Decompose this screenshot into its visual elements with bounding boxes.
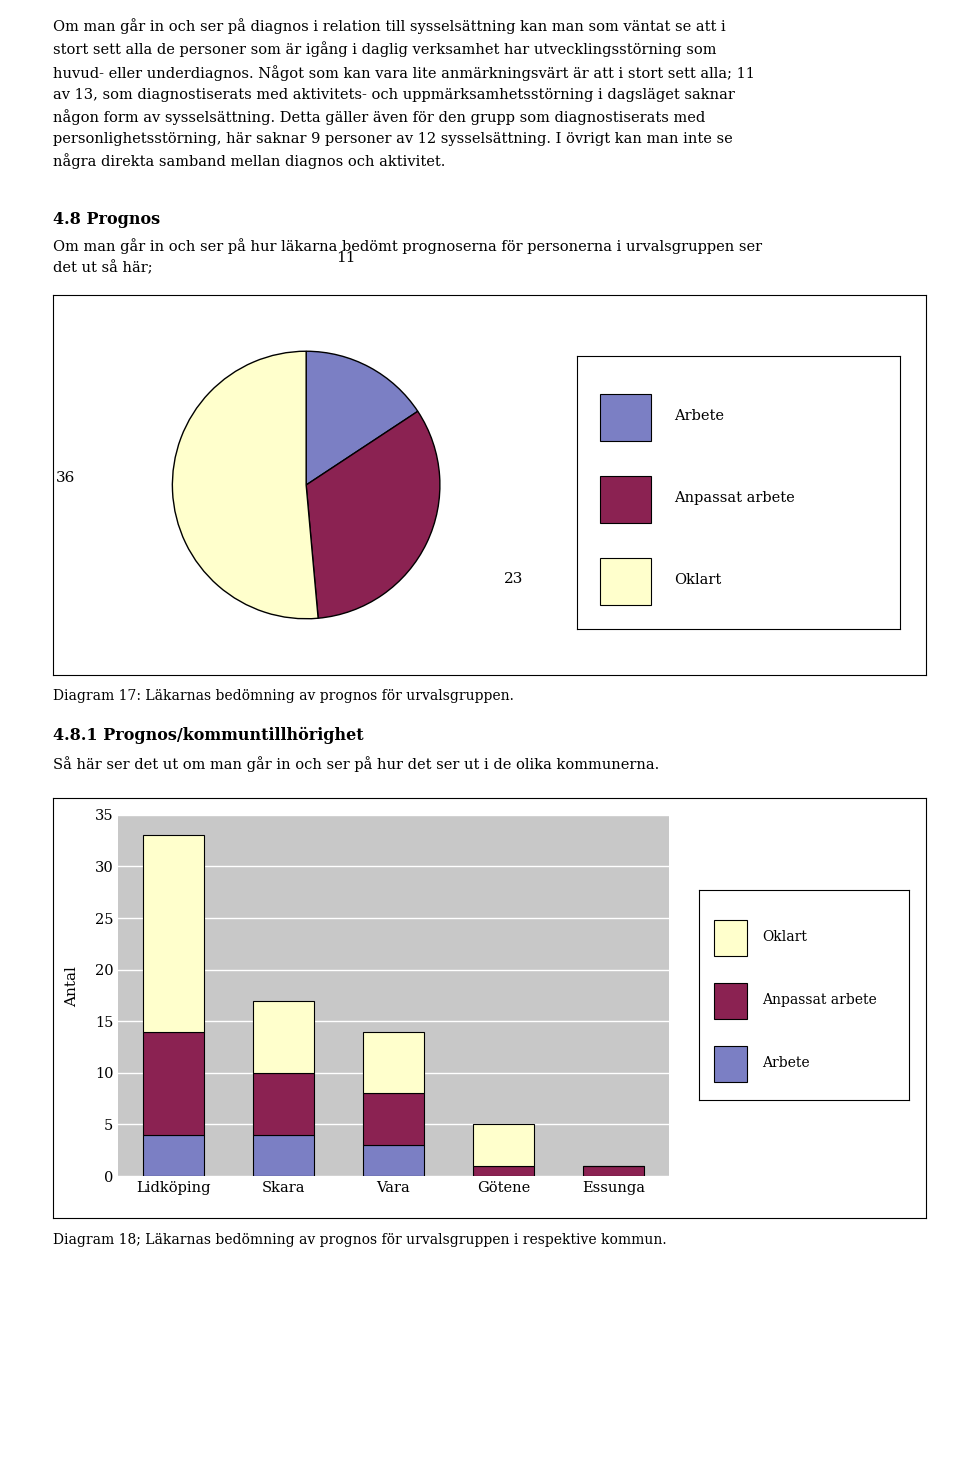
Text: 4.8.1 Prognos/kommuntillhörighet: 4.8.1 Prognos/kommuntillhörighet [53, 727, 364, 744]
Text: 4.8 Prognos: 4.8 Prognos [53, 211, 160, 228]
Text: Antal: Antal [65, 966, 79, 1007]
Text: Om man går in och ser på diagnos i relation till sysselsättning kan man som vänt: Om man går in och ser på diagnos i relat… [53, 18, 755, 170]
Text: Diagram 18; Läkarnas bedömning av prognos för urvalsgruppen i respektive kommun.: Diagram 18; Läkarnas bedömning av progno… [53, 1232, 666, 1247]
Text: Så här ser det ut om man går in och ser på hur det ser ut i de olika kommunerna.: Så här ser det ut om man går in och ser … [53, 756, 660, 772]
Text: Diagram 17: Läkarnas bedömning av prognos för urvalsgruppen.: Diagram 17: Läkarnas bedömning av progno… [53, 689, 514, 703]
Text: Om man går in och ser på hur läkarna bedömt prognoserna för personerna i urvalsg: Om man går in och ser på hur läkarna bed… [53, 238, 762, 275]
